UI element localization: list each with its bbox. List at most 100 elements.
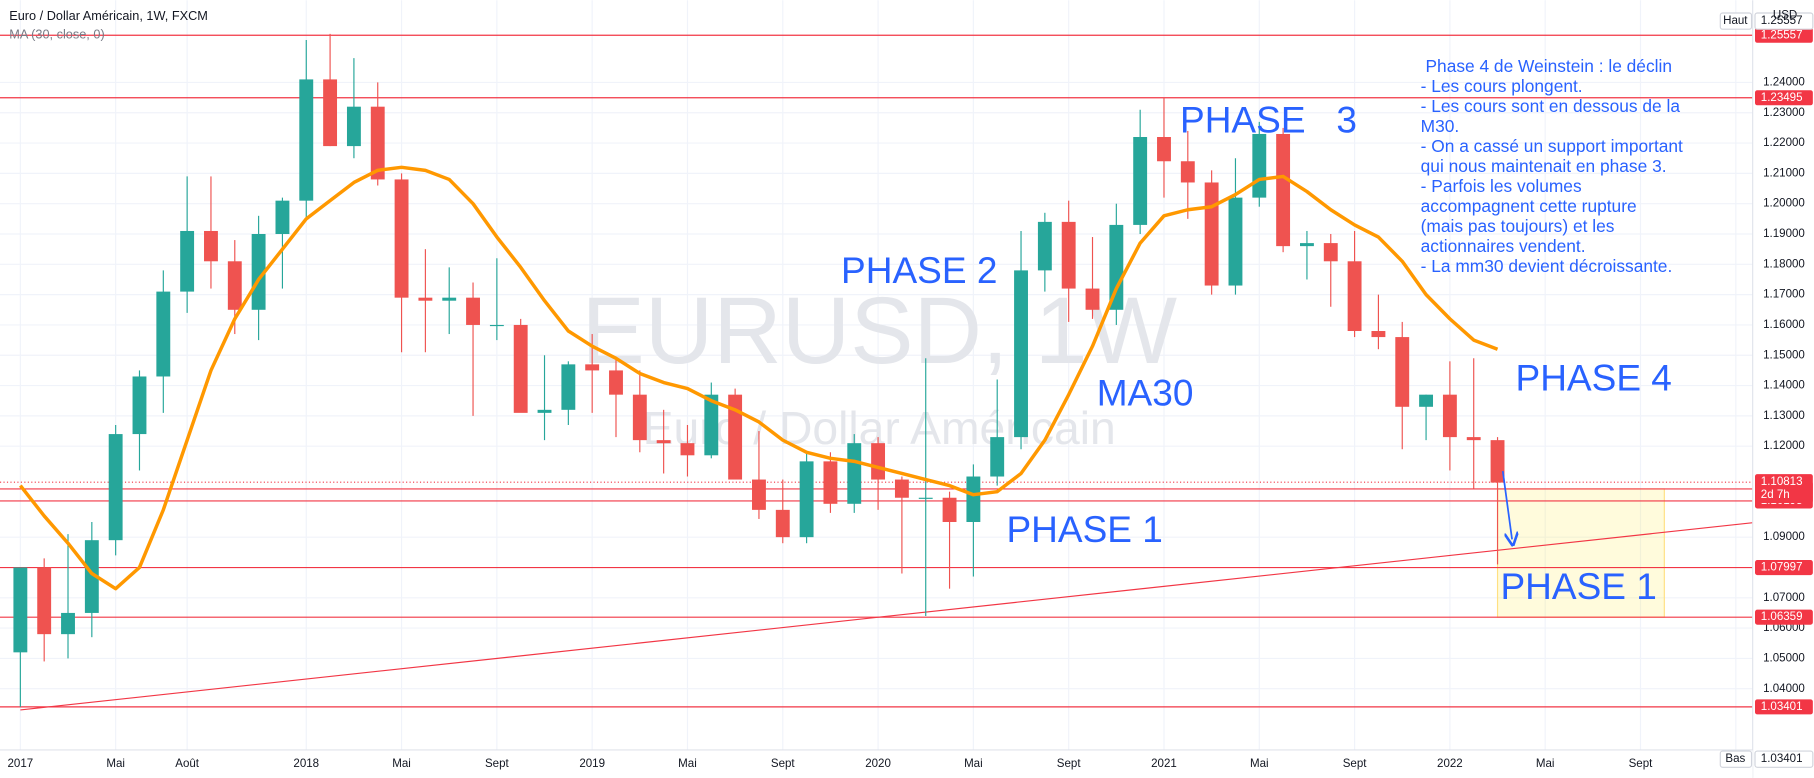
- candle-body: [370, 106, 385, 180]
- candle-body: [1228, 197, 1243, 286]
- extreme-name-box: [1719, 12, 1753, 30]
- y-tick-label: 1.23000: [1763, 107, 1805, 119]
- x-tick-label: 2022: [1437, 758, 1463, 770]
- y-tick-label: 1.12000: [1763, 440, 1805, 452]
- note-line: actionnaires vendent.: [1421, 236, 1586, 256]
- watermark-symbol: EURUSD, 1W: [581, 278, 1177, 384]
- note-line: qui nous maintenait en phase 3.: [1421, 156, 1667, 176]
- x-tick-label: Sept: [1057, 758, 1082, 770]
- y-tick-label: 1.09000: [1763, 531, 1805, 543]
- note-line: - Les cours sont en dessous de la: [1421, 96, 1681, 116]
- note-line: - Les cours plongent.: [1421, 76, 1583, 96]
- y-tick-label: 1.24000: [1763, 76, 1805, 88]
- x-tick-label: Sept: [1629, 758, 1654, 770]
- candle-body: [1466, 437, 1481, 441]
- candle-body: [180, 230, 195, 292]
- y-tick-label: 1.05000: [1763, 652, 1805, 664]
- candle-body: [966, 476, 981, 522]
- candle-body: [299, 79, 314, 201]
- level-label-box: [1754, 609, 1813, 625]
- y-tick-label: 1.19000: [1763, 228, 1805, 240]
- candle-body: [728, 394, 743, 480]
- candle-body: [323, 79, 338, 147]
- y-tick-label: 1.16000: [1763, 319, 1805, 331]
- x-tick-label: Sept: [485, 758, 510, 770]
- candle-body: [204, 230, 218, 262]
- extreme-name-box: [1719, 750, 1753, 768]
- candle-body: [799, 461, 814, 538]
- level-label: 1.07997: [1761, 562, 1803, 574]
- level-label: 1.03401: [1761, 701, 1803, 713]
- note-line: - La mm30 devient décroissante.: [1421, 256, 1673, 276]
- extreme-name: Bas: [1725, 753, 1745, 765]
- candle-body: [1323, 243, 1338, 262]
- level-label-box: [1754, 560, 1813, 576]
- candle-body: [1014, 270, 1028, 438]
- level-label: 1.06359: [1761, 611, 1803, 623]
- candle-body: [1133, 137, 1148, 225]
- candle-body: [1252, 133, 1267, 198]
- note-line: - On a cassé un support important: [1421, 136, 1683, 156]
- candle-body: [1276, 133, 1291, 247]
- candle-body: [394, 179, 409, 298]
- note-line: accompagnent cette rupture: [1421, 196, 1637, 216]
- x-tick-label: 2018: [293, 758, 319, 770]
- candle-body: [537, 409, 552, 413]
- x-tick-label: Sept: [771, 758, 796, 770]
- ma-line: [18, 165, 1499, 591]
- annotation: PHASE 1: [1500, 565, 1656, 607]
- y-tick-label: 1.21000: [1763, 167, 1805, 179]
- x-tick-label: Mai: [392, 758, 411, 770]
- candle-body: [1204, 182, 1219, 286]
- grid: [0, 0, 1753, 750]
- candle-body: [61, 612, 75, 635]
- candle-body: [752, 479, 766, 510]
- level-label-box: [1754, 699, 1813, 715]
- currency: USD: [1773, 9, 1797, 21]
- candle-body: [466, 297, 480, 325]
- y-tick-label: 1.04000: [1763, 683, 1805, 695]
- candle-body: [1299, 243, 1314, 247]
- price-axis: [1752, 0, 1814, 778]
- x-tick-label: Mai: [678, 758, 697, 770]
- extreme-name: Haut: [1723, 15, 1748, 27]
- candle-body: [13, 567, 28, 653]
- x-tick-label: Mai: [106, 758, 125, 770]
- candle-body: [609, 370, 623, 395]
- candle-body: [1442, 394, 1457, 438]
- candle-body: [1419, 394, 1434, 407]
- candle-body: [37, 567, 52, 635]
- annotation: PHASE 1: [1006, 508, 1162, 550]
- x-tick-label: Mai: [1536, 758, 1555, 770]
- candle-body: [775, 509, 790, 538]
- y-tick-label: 1.18000: [1763, 258, 1805, 270]
- x-tick-label: 2019: [579, 758, 605, 770]
- candle-body: [1395, 337, 1410, 407]
- note-line: (mais pas toujours) et les: [1421, 216, 1615, 236]
- x-tick-label: Mai: [1250, 758, 1269, 770]
- y-tick-label: 1.20000: [1763, 198, 1805, 210]
- candle-body: [346, 106, 361, 147]
- candle-body: [1085, 288, 1100, 310]
- candle-body: [942, 497, 957, 522]
- candle-body: [871, 443, 886, 480]
- y-tick-label: 1.07000: [1763, 592, 1805, 604]
- candle-body: [108, 434, 123, 541]
- x-tick-label: Août: [175, 758, 200, 770]
- level-label-box: [1754, 27, 1813, 43]
- extreme-value: 1.03401: [1761, 753, 1803, 765]
- candle-body: [1347, 261, 1362, 332]
- candle-body: [561, 364, 576, 410]
- y-tick-label: 1.06000: [1763, 622, 1805, 634]
- candle-body: [990, 437, 1005, 477]
- annotation: PHASE 3: [1180, 99, 1357, 141]
- y-tick-label: 1.15000: [1763, 349, 1805, 361]
- last-price-box: [1754, 474, 1813, 504]
- candle-body: [1061, 221, 1076, 289]
- candle-body: [632, 394, 647, 441]
- candle-body: [1037, 221, 1052, 271]
- x-tick-label: Sept: [1343, 758, 1368, 770]
- target-box: [1496, 488, 1665, 618]
- trend-line: [20, 522, 1753, 711]
